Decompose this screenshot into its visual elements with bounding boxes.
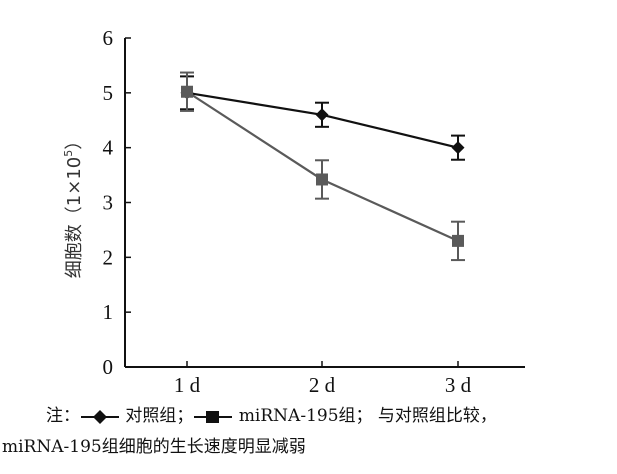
y-axis-label: 细胞数（1×105） (62, 132, 85, 278)
legend-mirna-label: miRNA-195组； (238, 406, 373, 426)
series-layer (180, 71, 465, 262)
data-point-square (181, 85, 193, 98)
x-tick-label: 1 d (174, 373, 201, 397)
y-tick-label: 2 (103, 245, 114, 269)
legend-diamond-marker-icon (81, 409, 119, 424)
y-tick-label: 5 (103, 81, 114, 105)
figure-note-line-2: miRNA-195组细胞的生长速度明显减弱 (0, 436, 617, 458)
legend-control-label: 对照组； (125, 406, 194, 426)
y-axis-label-superscript: 5 (62, 150, 75, 157)
data-point-square (452, 234, 464, 247)
data-point-square (316, 173, 328, 186)
data-point-diamond (315, 108, 329, 122)
x-tick-label: 2 d (309, 373, 336, 397)
y-tick-label: 6 (103, 26, 114, 50)
y-axis-ticks: 0 1 2 3 4 5 6 (103, 26, 131, 379)
y-axis-label-main: 细胞数（1×10 (64, 157, 85, 278)
x-tick-label: 3 d (445, 373, 472, 397)
y-tick-label: 1 (103, 300, 114, 324)
note-prefix: 注： (46, 406, 80, 426)
legend-square-marker-icon (194, 410, 233, 423)
y-axis-label-close: ） (64, 132, 85, 150)
series-control (180, 75, 465, 161)
y-tick-label: 4 (103, 136, 114, 160)
data-point-diamond (451, 141, 465, 155)
note-comparison-text: 与对照组比较， (377, 406, 497, 426)
series-mirna-195 (180, 71, 465, 262)
y-tick-label: 3 (103, 191, 114, 215)
figure-note-line-1: 注： 对照组； miRNA-195组； 与对照组比较， (0, 405, 617, 427)
note-conclusion-text: miRNA-195组细胞的生长速度明显减弱 (2, 437, 306, 457)
y-tick-label: 0 (103, 355, 114, 379)
x-axis-ticks: 1 d 2 d 3 d (174, 361, 472, 397)
